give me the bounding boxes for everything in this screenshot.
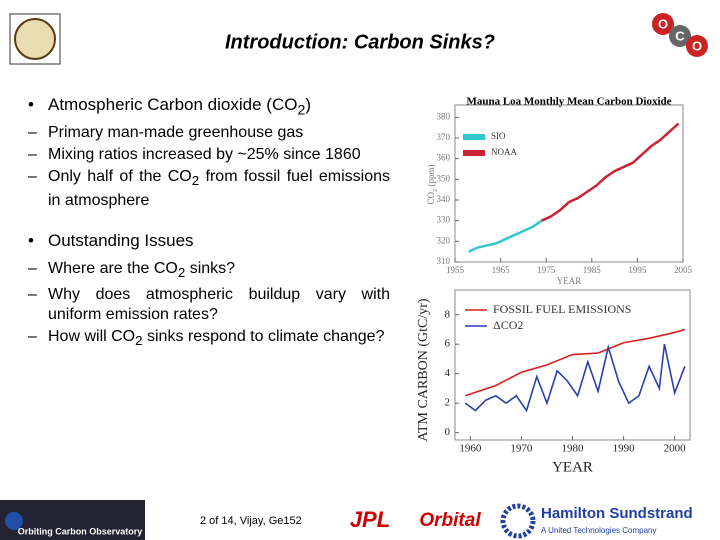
hs-emblem xyxy=(500,503,536,539)
hamilton-logo: Hamilton Sundstrand xyxy=(541,505,693,522)
x-tick-label: 1995 xyxy=(628,265,647,275)
data-line xyxy=(541,122,680,222)
text: Atmospheric Carbon dioxide (CO2) xyxy=(48,95,311,119)
sub-bullet: – Where are the CO2 sinks? xyxy=(28,260,236,281)
legend-label: ΔCO2 xyxy=(493,318,523,332)
data-line xyxy=(464,328,686,397)
y-tick-label: 6 xyxy=(445,338,451,350)
y-tick-label: 350 xyxy=(437,173,451,183)
orbital-logo: Orbital xyxy=(419,510,481,531)
y-tick-label: 340 xyxy=(437,194,451,204)
jpl-logo: JPL xyxy=(350,507,390,532)
x-tick-label: 1985 xyxy=(583,265,602,275)
sub-bullet: – Only half of the CO2 from fossil fuel e… xyxy=(28,168,390,210)
y-tick-label: 370 xyxy=(437,132,451,142)
x-axis-label: YEAR xyxy=(557,276,582,286)
legend-swatch xyxy=(463,134,485,140)
bullet: • Outstanding Issues xyxy=(28,231,194,250)
data-line xyxy=(464,344,686,413)
data-line xyxy=(468,215,552,253)
oco-dot xyxy=(686,35,708,57)
y-tick-label: 310 xyxy=(437,256,451,266)
text: Mixing ratios increased by ~25% since 18… xyxy=(48,146,361,163)
seal-ring xyxy=(14,18,56,60)
y-tick-label: 380 xyxy=(437,111,451,121)
x-tick-label: 1975 xyxy=(537,265,556,275)
y-tick-label: 360 xyxy=(437,153,451,163)
logo-letter: O xyxy=(658,16,668,31)
x-axis-label: YEAR xyxy=(552,459,593,475)
nasa-logo xyxy=(5,512,23,530)
y-tick-label: 8 xyxy=(445,308,451,320)
text: Primary man-made greenhouse gas xyxy=(48,124,304,141)
y-tick-label: 320 xyxy=(437,235,451,245)
mission-banner xyxy=(0,500,145,540)
x-tick-label: 2000 xyxy=(664,443,687,455)
oco-dot xyxy=(669,25,691,47)
y-tick-label: 4 xyxy=(445,367,451,379)
x-tick-label: 1955 xyxy=(446,265,465,275)
y-tick-label: 330 xyxy=(437,215,451,225)
text: Outstanding Issues xyxy=(48,231,194,250)
text: Why does atmospheric buildup vary with u… xyxy=(48,286,390,323)
x-tick-label: 1980 xyxy=(562,443,585,455)
sub-bullet: – Mixing ratios increased by ~25% since 1… xyxy=(28,146,361,163)
mission-name: Orbiting Carbon Observatory xyxy=(18,526,143,536)
text: Only half of the CO2 from fossil fuel em… xyxy=(48,168,390,210)
sub-bullet: – Primary man-made greenhouse gas xyxy=(28,124,304,141)
bullet: • Atmospheric Carbon dioxide (CO2) xyxy=(28,95,311,119)
legend-label: NOAA xyxy=(491,147,517,157)
legend-swatch xyxy=(463,150,485,156)
text: How will CO2 sinks respond to climate ch… xyxy=(48,328,385,349)
sub-bullet: – How will CO2 sinks respond to climate c… xyxy=(28,328,385,349)
slide-title: Introduction: Carbon Sinks? xyxy=(225,31,495,53)
x-tick-label: 1965 xyxy=(492,265,511,275)
y-axis-label: CO2 (ppm) xyxy=(426,165,439,205)
y-axis-label: ATM CARBON (GtC/yr) xyxy=(416,298,431,441)
x-tick-label: 1960 xyxy=(459,443,482,455)
logo-letter: O xyxy=(692,38,702,53)
text: Where are the CO2 sinks? xyxy=(48,260,236,281)
chart-title: Mauna Loa Monthly Mean Carbon Dioxide xyxy=(466,96,671,108)
plot-frame xyxy=(454,104,684,263)
x-tick-label: 1970 xyxy=(510,443,533,455)
legend-label: FOSSIL FUEL EMISSIONS xyxy=(493,302,631,316)
hamilton-tagline: A United Technologies Company xyxy=(541,526,656,535)
y-tick-label: 0 xyxy=(445,426,451,438)
y-tick-label: 2 xyxy=(445,397,451,409)
sub-bullet: – Why does atmospheric buildup vary with … xyxy=(28,286,390,323)
x-tick-label: 2005 xyxy=(674,265,693,275)
oco-dot xyxy=(652,13,674,35)
legend-label: SIO xyxy=(491,131,506,141)
logo-letter: C xyxy=(675,28,685,43)
x-tick-label: 1990 xyxy=(613,443,636,455)
page-number: 2 of 14, Vijay, Ge152 xyxy=(200,515,302,527)
